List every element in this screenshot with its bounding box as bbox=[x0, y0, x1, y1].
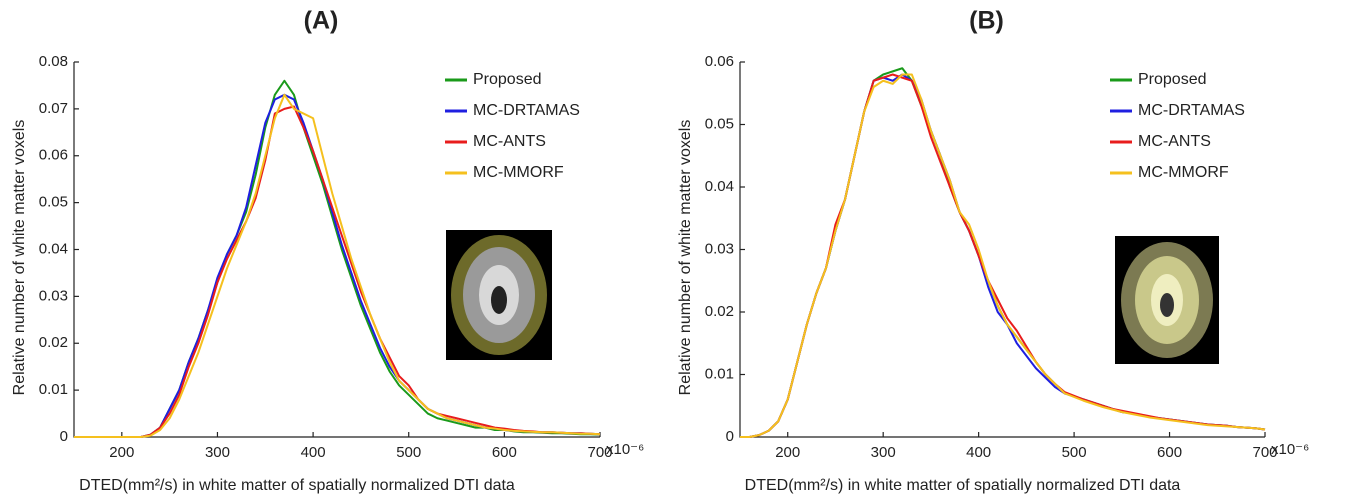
y-tick-label: 0.01 bbox=[39, 381, 68, 398]
x-tick-label: 600 bbox=[1157, 444, 1182, 461]
y-tick-label: 0.02 bbox=[39, 334, 68, 351]
y-tick-label: 0.02 bbox=[705, 303, 734, 320]
x-tick-label: 400 bbox=[966, 444, 991, 461]
x-tick-label: 400 bbox=[301, 444, 326, 461]
y-tick-label: 0.07 bbox=[39, 100, 68, 117]
series-line bbox=[740, 73, 1266, 438]
chart-title: (B) bbox=[969, 7, 1004, 35]
x-tick-label: 700 bbox=[1252, 444, 1277, 461]
y-tick-label: 0.06 bbox=[39, 147, 68, 164]
x-tick-label: 300 bbox=[871, 444, 896, 461]
y-tick-label: 0 bbox=[60, 428, 68, 445]
x-axis-label: DTED(mm²/s) in white matter of spatially… bbox=[745, 477, 1181, 494]
y-tick-label: 0.04 bbox=[705, 178, 734, 195]
legend-label: MC-MMORF bbox=[473, 164, 564, 181]
legend-label: MC-DRTAMAS bbox=[473, 102, 580, 119]
y-tick-label: 0.01 bbox=[705, 365, 734, 382]
x-axis-label: DTED(mm²/s) in white matter of spatially… bbox=[79, 477, 515, 494]
inset-brain-b bbox=[1115, 236, 1219, 364]
series-line bbox=[74, 93, 601, 438]
y-tick-label: 0.05 bbox=[705, 115, 734, 132]
legend-label: Proposed bbox=[473, 71, 542, 88]
legend-label: MC-ANTS bbox=[473, 133, 546, 150]
x-tick-label: 700 bbox=[587, 444, 612, 461]
x-tick-label: 500 bbox=[396, 444, 421, 461]
x-tick-label: 300 bbox=[205, 444, 230, 461]
x-tick-label: 500 bbox=[1062, 444, 1087, 461]
x-offset-label: x10⁻⁶ bbox=[1271, 441, 1309, 458]
y-axis-label: Relative number of white matter voxels bbox=[677, 120, 694, 396]
y-tick-label: 0.04 bbox=[39, 240, 68, 257]
x-tick-label: 200 bbox=[775, 444, 800, 461]
chart-title: (A) bbox=[304, 7, 339, 35]
legend-label: Proposed bbox=[1138, 71, 1207, 88]
legend-label: MC-ANTS bbox=[1138, 133, 1211, 150]
legend-label: MC-MMORF bbox=[1138, 164, 1229, 181]
y-tick-label: 0.03 bbox=[39, 287, 68, 304]
y-tick-label: 0 bbox=[726, 428, 734, 445]
y-tick-label: 0.03 bbox=[705, 240, 734, 257]
y-tick-label: 0.06 bbox=[705, 53, 734, 70]
y-axis-label: Relative number of white matter voxels bbox=[11, 120, 28, 396]
y-tick-label: 0.08 bbox=[39, 53, 68, 70]
legend-label: MC-DRTAMAS bbox=[1138, 102, 1245, 119]
y-tick-label: 0.05 bbox=[39, 194, 68, 211]
x-offset-label: x10⁻⁶ bbox=[606, 441, 644, 458]
series-line bbox=[74, 105, 601, 438]
x-tick-label: 200 bbox=[109, 444, 134, 461]
inset-brain-a bbox=[446, 230, 552, 360]
x-tick-label: 600 bbox=[492, 444, 517, 461]
